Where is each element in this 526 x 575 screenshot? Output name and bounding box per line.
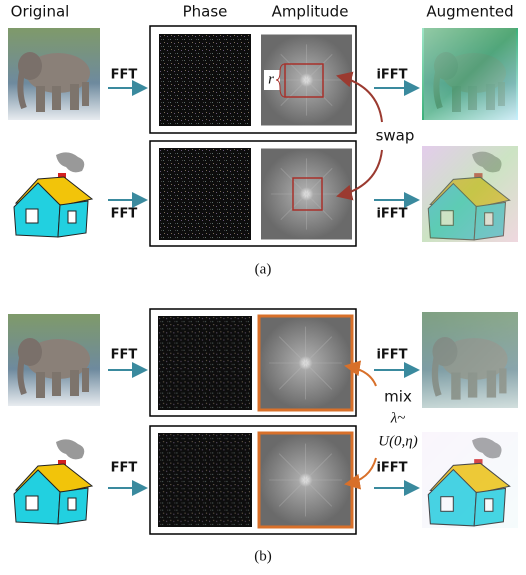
caption: (b) [254,548,272,564]
operation-label: swap [376,127,415,145]
image [8,147,100,239]
image [8,434,100,526]
amplitude-image [261,149,352,240]
amplitude-image [259,434,352,527]
augmented-image [422,312,518,408]
operation-label: U(0,η) [378,433,418,449]
header: Phase [183,3,228,21]
image [8,28,100,120]
figure: Original Phase Amplitude Augmented r FFT… [0,0,526,575]
ifft-label: iFFT [376,461,407,476]
radius-label: r [268,71,274,87]
fft-label: FFT [111,68,138,83]
caption: (a) [255,261,272,277]
fft-label: FFT [111,348,138,363]
fft-label: FFT [111,207,138,222]
augmented-image [422,432,518,528]
panel-b: FFT FFT iFFT iFFT mix λ~ U(0,η) (b) [8,309,518,564]
header: Amplitude [272,3,349,21]
panel-a: r FFT FFT iFFT iFFT swap (a) [8,26,518,277]
operation-label: mix [384,388,412,406]
phase-image [158,433,252,527]
augmented-image [422,146,518,242]
phase-image [159,34,251,126]
header: Augmented [426,3,513,21]
phase-image [159,148,251,240]
header: Original [11,3,70,21]
ifft-label: iFFT [376,68,407,83]
image [8,314,100,406]
operation-label: λ~ [390,410,406,426]
headers: Original Phase Amplitude Augmented [11,3,514,21]
ifft-label: iFFT [376,348,407,363]
phase-image [158,316,252,410]
amplitude-image [259,317,352,410]
augmented-image [422,28,518,120]
ifft-label: iFFT [376,207,407,222]
fft-label: FFT [111,461,138,476]
